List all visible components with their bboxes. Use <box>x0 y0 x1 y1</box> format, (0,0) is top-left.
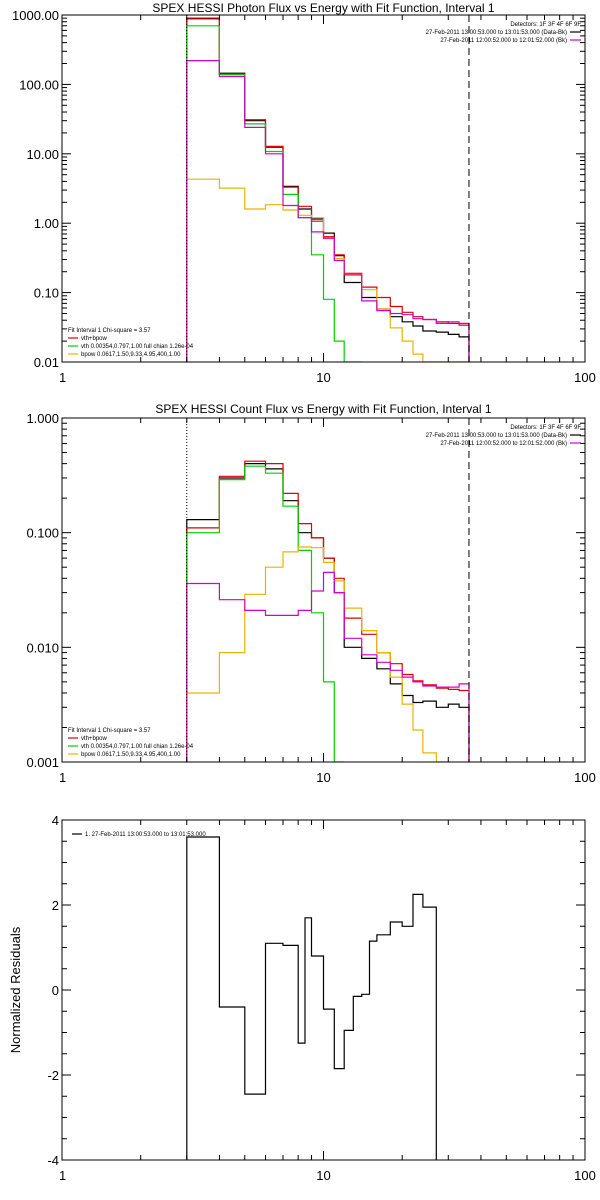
x-tick-label: 1 <box>59 370 66 385</box>
legend-entry: 1. 27-Feb-2011 13:00:53.000 to 13:01:53.… <box>85 832 206 838</box>
chart-title: SPEX HESSI Count Flux vs Energy with Fit… <box>155 402 491 416</box>
y-tick-label: 0.010 <box>26 640 59 655</box>
legend-entry: bpow 0.0617,1.50,9.33,4.95,400,1.00 <box>81 352 181 358</box>
residuals-panel: 1 10 100 -4 -2 0 2 4 Normalized Residuals 1. 27-F… <box>8 813 596 1183</box>
y-tick-label: 0.01 <box>34 355 59 370</box>
series-sum-line <box>186 18 470 362</box>
y-tick-label: 1.00 <box>34 216 59 231</box>
y-tick-label: 100.00 <box>19 77 59 92</box>
y-tick-label: 0 <box>52 983 59 998</box>
x-tick-label: 10 <box>316 1168 330 1183</box>
series-model-line <box>186 571 470 762</box>
legend-header: Fit Interval 1 Chi-square = 3.57 <box>68 328 151 334</box>
legend-header: Fit Interval 1 Chi-square = 3.57 <box>68 728 151 734</box>
series-sum-line <box>186 460 470 762</box>
x-tick-label: 100 <box>574 370 596 385</box>
y-tick-label: -4 <box>47 1153 59 1168</box>
series-model-line <box>186 60 470 362</box>
legend-entry: vth 0.00354,0.797,1.00 full chian 1.26e-… <box>81 344 194 350</box>
chart-title: SPEX HESSI Photon Flux vs Energy with Fi… <box>152 1 494 15</box>
photon-flux-panel: 1 10 100 0.01 0.10 1.00 10.00 100.00 1000.00 SPEX… <box>12 1 596 385</box>
legend-entry: 27-Feb-2011 12:00:52.000 to 12:01:52.000… <box>440 441 567 447</box>
legend-header: Detectors: 1F 3F 4F 6F 9F <box>510 425 581 431</box>
series-total-line <box>186 836 437 1160</box>
plot-frame <box>61 14 586 363</box>
series-vth-line <box>186 25 362 362</box>
series-vth-line <box>186 465 345 762</box>
series-total-line <box>186 463 470 762</box>
legend-entry: vth 0.00354,0.797,1.00 full chian 1.26e-… <box>81 744 194 750</box>
legend-entry: bpow 0.0617,1.50,9.33,4.95,400,1.00 <box>81 752 181 758</box>
y-tick-label: 0.10 <box>34 286 59 301</box>
legend-entry: 27-Feb-2011 12:00:52.000 to 12:01:52.000… <box>440 38 567 44</box>
series-bpow-line <box>186 546 449 762</box>
y-axis-label: Normalized Residuals <box>8 926 23 1053</box>
x-tick-label: 10 <box>316 770 330 785</box>
legend-header: Detectors: 1F 3F 4F 6F 9F <box>510 22 581 28</box>
series-bpow-line <box>186 178 469 362</box>
x-tick-label: 100 <box>574 1168 596 1183</box>
series-total-line <box>186 17 470 362</box>
count-flux-panel: 1 10 100 0.001 0.010 0.100 1.000 SPEX HESSI Cou… <box>26 402 595 785</box>
x-tick-label: 10 <box>316 370 330 385</box>
y-tick-label: 1.000 <box>26 411 59 426</box>
legend-entry: 27-Feb-2011 13:00:53.000 to 13:01:53.000… <box>426 30 567 36</box>
y-tick-label: 0.001 <box>26 755 59 770</box>
y-tick-label: 2 <box>52 898 59 913</box>
y-tick-label: 4 <box>52 813 59 828</box>
x-tick-label: 1 <box>59 1168 66 1183</box>
legend-entry: vth+bpow <box>81 736 108 742</box>
y-tick-label: 10.00 <box>26 147 59 162</box>
legend-entry: 27-Feb-2011 13:00:53.000 to 13:01:53.000… <box>426 433 567 439</box>
x-tick-label: 1 <box>59 770 66 785</box>
x-tick-label: 100 <box>574 770 596 785</box>
y-tick-label: -2 <box>47 1068 59 1083</box>
y-tick-label: 0.100 <box>26 526 59 541</box>
legend-entry: vth+bpow <box>81 336 108 342</box>
y-tick-label: 1000.00 <box>12 8 59 23</box>
